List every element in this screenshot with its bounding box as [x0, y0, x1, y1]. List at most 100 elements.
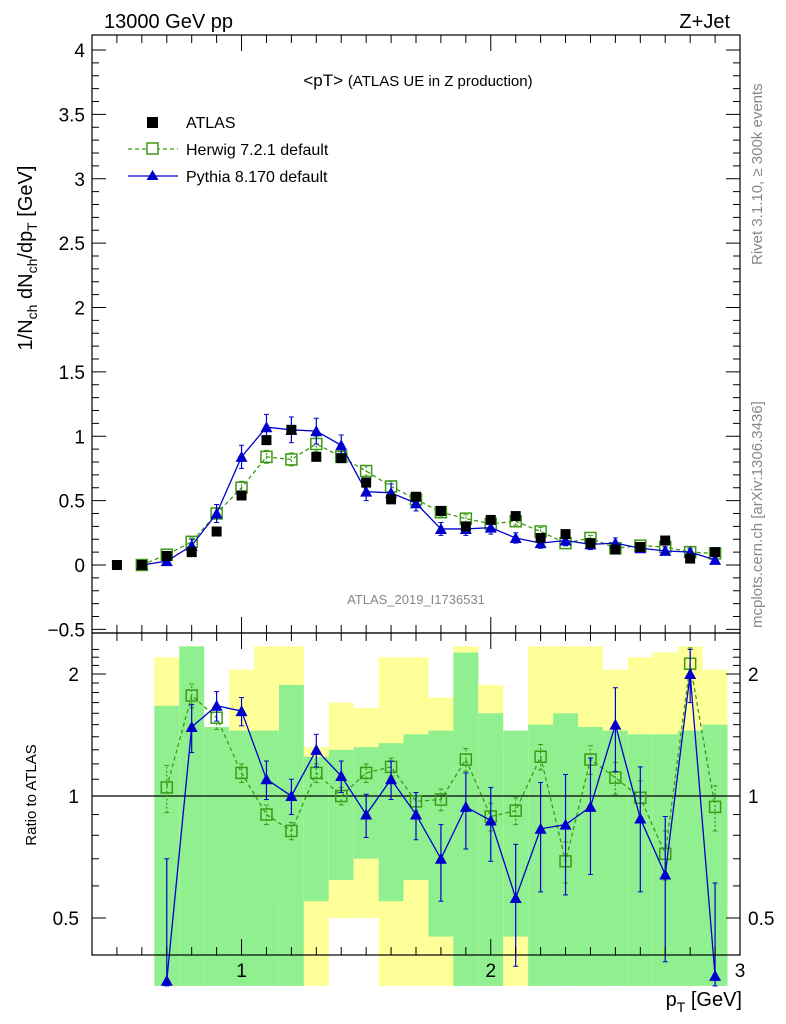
pythia-main-point: [210, 507, 223, 519]
pythia-main-line: [141, 426, 716, 566]
herwig-ratio-point: [434, 793, 448, 806]
herwig-ratio-point: [459, 753, 473, 766]
legend-marker-herwig: [146, 142, 159, 155]
legend-marker-pythia: [146, 170, 159, 180]
header-right: Z+Jet: [679, 11, 730, 33]
herwig-main-point: [260, 450, 273, 464]
side-text-mcplots: mcplots.cern.ch [arXiv:1306.3436]: [749, 401, 766, 628]
atlas-point: [286, 424, 297, 435]
pythia-main-point: [509, 531, 522, 543]
pythia-ratio-point: [609, 718, 622, 730]
pythia-ratio-point: [260, 773, 273, 785]
herwig-ratio-point: [235, 766, 248, 780]
atlas-point: [161, 550, 172, 561]
pythia-ratio-point: [634, 812, 647, 824]
pythia-ratio-point: [410, 808, 422, 820]
pythia-main-point: [310, 425, 323, 437]
side-text-rivet: Rivet 3.1.10, ≥ 300k events: [749, 83, 766, 265]
atlas-point: [136, 560, 147, 570]
pythia-main-point: [360, 485, 373, 497]
atlas-point: [510, 511, 521, 522]
pythia-ratio-point: [684, 668, 697, 679]
pythia-ratio-point: [235, 705, 248, 717]
y-tick-label: 0: [74, 556, 85, 577]
atlas-point: [710, 547, 721, 558]
atlas-point: [460, 521, 471, 532]
herwig-ratio-point: [160, 781, 174, 794]
atlas-point: [111, 560, 122, 570]
x-axis-label: pT [GeV]: [666, 989, 742, 1015]
ratio-y-tick-label-right: 0.5: [748, 909, 774, 930]
y-axis-label-main: 1/Nch dNch/dpT [GeV]: [15, 166, 40, 351]
atlas-point: [311, 451, 322, 462]
legend-label-pythia: Pythia 8.170 default: [186, 169, 328, 186]
main-plot: −0.5 0 0.5 1 1.5 2 2.5 3 3.5 4: [47, 34, 741, 641]
ratio-y-tick-label-left: 2: [68, 665, 79, 686]
herwig-ratio-point: [509, 804, 522, 817]
y-tick-label: 2: [74, 299, 85, 320]
pythia-ratio-point: [459, 800, 472, 812]
pythia-main-point: [709, 553, 722, 565]
pythia-main-point: [235, 450, 248, 462]
atlas-point: [236, 490, 247, 501]
y-tick-label: 2.5: [59, 234, 85, 255]
herwig-ratio-point: [310, 766, 323, 780]
atlas-point: [361, 477, 372, 488]
ratio-plot: 1 2 3 0.5 0.5 1 1 2 2: [53, 632, 774, 987]
y-tick-label: 3.5: [59, 105, 85, 126]
herwig-main-line: [141, 443, 716, 566]
pythia-ratio-point: [310, 743, 323, 755]
pythia-ratio-point: [559, 818, 572, 830]
herwig-ratio-point: [285, 824, 298, 838]
legend-marker-atlas: [147, 117, 158, 128]
pythia-ratio-point: [584, 800, 597, 812]
pythia-ratio-point: [285, 790, 298, 801]
atlas-point: [535, 532, 546, 543]
pythia-ratio-point: [434, 852, 447, 864]
pythia-ratio-point: [335, 770, 348, 782]
legend-label-herwig: Herwig 7.2.1 default: [186, 142, 329, 159]
y-tick-label: 0.5: [59, 492, 85, 513]
header-left: 13000 GeV pp: [104, 11, 233, 33]
pythia-ratio-point: [709, 969, 722, 981]
atlas-point: [610, 544, 621, 555]
herwig-ratio-point: [534, 750, 547, 763]
chart-title: <pT> (ATLAS UE in Z production): [303, 71, 532, 90]
herwig-ratio-point: [609, 771, 622, 784]
pythia-ratio-point: [360, 808, 373, 820]
pythia-main-point: [559, 534, 572, 546]
atlas-point: [186, 547, 197, 558]
herwig-ratio-point: [260, 808, 273, 821]
pythia-ratio-point: [534, 822, 547, 834]
pythia-ratio-point: [160, 974, 173, 986]
herwig-main-point: [359, 464, 373, 478]
pythia-ratio-point: [210, 699, 223, 711]
x-tick-label: 1: [236, 961, 247, 982]
y-tick-label: 4: [74, 41, 85, 62]
pythia-main-point: [484, 521, 497, 533]
y-tick-label: 1.5: [59, 363, 85, 384]
atlas-point: [585, 538, 596, 549]
atlas-point: [635, 541, 646, 552]
x-tick-label: 3: [735, 961, 746, 982]
atlas-point: [211, 526, 222, 537]
atlas-point: [386, 494, 397, 505]
title-sub: (ATLAS UE in Z production): [348, 73, 533, 90]
x-tick-label: 2: [485, 961, 496, 982]
pythia-main-point: [410, 497, 422, 509]
atlas-point: [560, 529, 571, 540]
ratio-y-tick-label-left: 1: [68, 787, 79, 808]
ratio-y-tick-label-right: 1: [748, 787, 759, 808]
atlas-point: [660, 535, 671, 546]
title-main: <pT>: [303, 71, 343, 90]
atlas-point: [336, 453, 347, 464]
band-green: [204, 726, 230, 986]
atlas-point: [485, 514, 496, 525]
legend: ATLAS Herwig 7.2.1 default Pythia 8.170 …: [128, 115, 329, 186]
atlas-point: [411, 491, 421, 502]
herwig-ratio-line: [166, 663, 716, 862]
pythia-ratio-point: [385, 773, 398, 785]
atlas-point: [685, 553, 696, 564]
y-tick-label: 3: [74, 170, 85, 191]
